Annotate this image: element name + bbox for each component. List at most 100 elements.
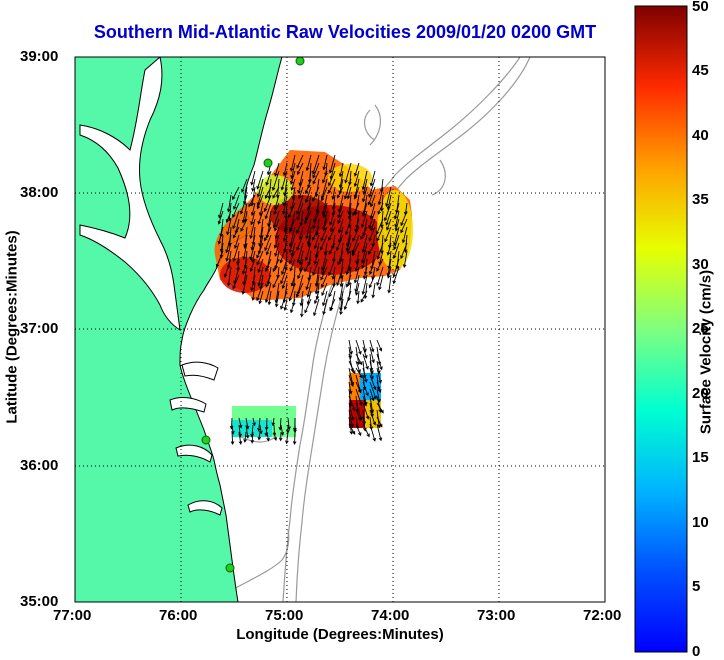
velocity-arrow [383, 202, 392, 222]
velocity-arrow [360, 242, 368, 264]
velocity-arrow [290, 170, 296, 185]
velocity-arrow [322, 298, 328, 316]
bathymetry-contours [231, 57, 531, 602]
velocity-arrow [329, 298, 336, 312]
velocity-arrow [370, 218, 376, 232]
velocity-arrow [292, 431, 297, 445]
velocity-arrow [321, 282, 328, 297]
velocity-arrow [289, 154, 296, 172]
x-axis-label: Longitude (Degrees:Minutes) [236, 626, 444, 643]
velocity-arrow [298, 226, 304, 240]
velocity-arrow [267, 290, 272, 306]
velocity-arrow [313, 290, 320, 305]
velocity-arrow [305, 218, 312, 240]
velocity-arrow [239, 194, 248, 215]
velocity-arrow [348, 409, 354, 428]
velocity-arrow [344, 218, 352, 236]
y-tick-label: 35:00 [20, 593, 59, 610]
chesapeake-bay [79, 57, 223, 516]
colorbar-tick-label: 40 [692, 127, 709, 144]
colorbar-tick-label: 30 [692, 256, 709, 273]
velocity-arrow [232, 210, 240, 230]
velocity-arrow [322, 290, 328, 307]
velocity-arrow [243, 431, 247, 443]
velocity-arrow [343, 178, 352, 200]
colorbar-tick-label: 20 [692, 385, 709, 402]
velocity-arrow [360, 290, 368, 303]
velocity-arrow [327, 178, 336, 194]
velocity-arrow [256, 250, 264, 266]
velocity-arrow [386, 218, 392, 231]
velocity-arrow [348, 360, 356, 375]
velocity-arrow [230, 431, 235, 446]
velocity-arrow [322, 218, 328, 232]
velocity-arrow [362, 402, 370, 420]
velocity-arrow [348, 374, 354, 387]
velocity-arrow [369, 374, 377, 391]
velocity-arrow [348, 402, 355, 421]
velocity-arrow [328, 282, 336, 298]
velocity-arrows [215, 154, 408, 446]
colorbar-tick-label: 15 [692, 449, 709, 466]
y-axis-label: Latitude (Degrees:Minutes) [3, 230, 21, 424]
velocity-arrow [289, 218, 296, 233]
velocity-arrow [264, 282, 272, 304]
velocity-arrow [250, 431, 255, 444]
velocity-arrow [313, 250, 320, 265]
velocity-arrow [248, 194, 256, 208]
velocity-arrow [300, 298, 304, 318]
velocity-arrow [304, 298, 312, 314]
velocity-arrow [289, 250, 296, 265]
velocity-arrow [274, 162, 280, 177]
velocity-arrow [369, 381, 377, 400]
velocity-arrow [320, 266, 328, 281]
velocity-arrow [282, 194, 288, 215]
velocity-arrow [296, 202, 304, 221]
velocity-arrow [355, 353, 363, 366]
velocity-arrow [272, 186, 280, 199]
velocity-arrow [258, 202, 264, 217]
velocity-arrow [361, 274, 368, 296]
velocity-arrow [314, 274, 320, 295]
velocity-arrow [369, 388, 375, 402]
grid [75, 57, 605, 602]
velocity-arrow [272, 258, 280, 273]
velocity-arrow [378, 274, 384, 291]
velocity-arrow [369, 409, 377, 426]
velocity-arrow [369, 346, 375, 364]
velocity-arrow [400, 210, 408, 227]
velocity-arrow [289, 298, 296, 314]
velocity-arrow [337, 250, 344, 266]
colorbar-tick-label: 50 [692, 0, 709, 15]
velocity-arrow [299, 290, 304, 307]
velocity-arrow [394, 218, 400, 232]
velocity-arrow [320, 226, 328, 242]
velocity-arrow [290, 274, 296, 287]
velocity-arrow [304, 258, 312, 273]
velocity-arrow [273, 218, 280, 232]
velocity-arrow [249, 242, 256, 261]
y-tick-label: 38:00 [20, 184, 59, 201]
velocity-arrow [226, 194, 232, 213]
velocity-arrow [328, 170, 336, 187]
station-marker [295, 57, 305, 66]
velocity-arrow [306, 282, 312, 298]
velocity-arrow [377, 186, 384, 206]
velocity-arrow [305, 274, 312, 291]
velocity-arrow [362, 423, 370, 438]
velocity-arrow [338, 218, 344, 234]
velocity-arrow [272, 274, 280, 289]
velocity-arrow [281, 258, 288, 276]
velocity-arrow [356, 290, 360, 305]
velocity-arrow [257, 431, 262, 441]
velocity-arrow [257, 417, 261, 432]
velocity-arrow [272, 210, 280, 229]
velocity-arrow [257, 258, 264, 273]
velocity-arrow [295, 282, 304, 298]
colorbar-tick-label: 10 [692, 514, 709, 531]
velocity-arrow [242, 242, 248, 261]
velocity-arrow [225, 242, 232, 262]
velocity-arrow [232, 226, 240, 239]
velocity-arrow [233, 194, 240, 210]
velocity-arrow [376, 339, 383, 352]
